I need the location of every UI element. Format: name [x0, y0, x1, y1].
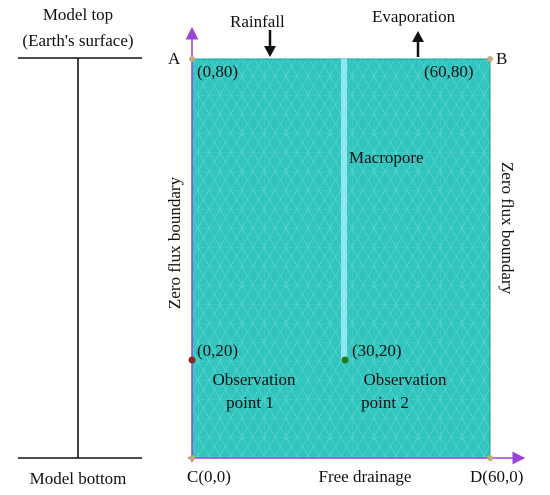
model-top-label: Model top: [43, 5, 113, 24]
observation-point-1-label-line2: point 1: [226, 393, 274, 412]
observation-point-1-dot: [188, 356, 196, 364]
corner-b-label: B: [496, 49, 507, 68]
corner-c-dot: [189, 455, 195, 461]
corner-b-coord: (60,80): [424, 62, 474, 81]
macropore-channel: [341, 59, 347, 360]
bottom-boundary-label: Free drainage: [319, 467, 412, 486]
rainfall-arrow-head: [264, 46, 276, 57]
corner-d-dot: [487, 455, 493, 461]
observation-point-2-coord: (30,20): [352, 341, 402, 360]
corner-b-dot: [487, 56, 493, 62]
corner-a-coord: (0,80): [197, 62, 238, 81]
evaporation-label: Evaporation: [372, 7, 456, 26]
corner-d-label: D(60,0): [470, 467, 523, 486]
right-boundary-label: Zero flux boundary: [498, 162, 517, 295]
observation-point-2-label-line1: Observation: [363, 370, 447, 389]
observation-point-2-dot: [341, 356, 349, 364]
corner-c-label: C(0,0): [187, 467, 231, 486]
rainfall-label: Rainfall: [230, 12, 285, 31]
corner-a-label: A: [168, 49, 181, 68]
macropore-label: Macropore: [349, 148, 424, 167]
evaporation-arrow-head: [412, 31, 424, 42]
left-boundary-label: Zero flux boundary: [165, 176, 184, 309]
corner-a-dot: [189, 56, 195, 62]
model-top-sublabel: (Earth's surface): [22, 31, 133, 50]
model-bottom-label: Model bottom: [30, 469, 127, 488]
observation-point-2-label-line2: point 2: [361, 393, 409, 412]
observation-point-1-label-line1: Observation: [212, 370, 296, 389]
observation-point-1-coord: (0,20): [197, 341, 238, 360]
